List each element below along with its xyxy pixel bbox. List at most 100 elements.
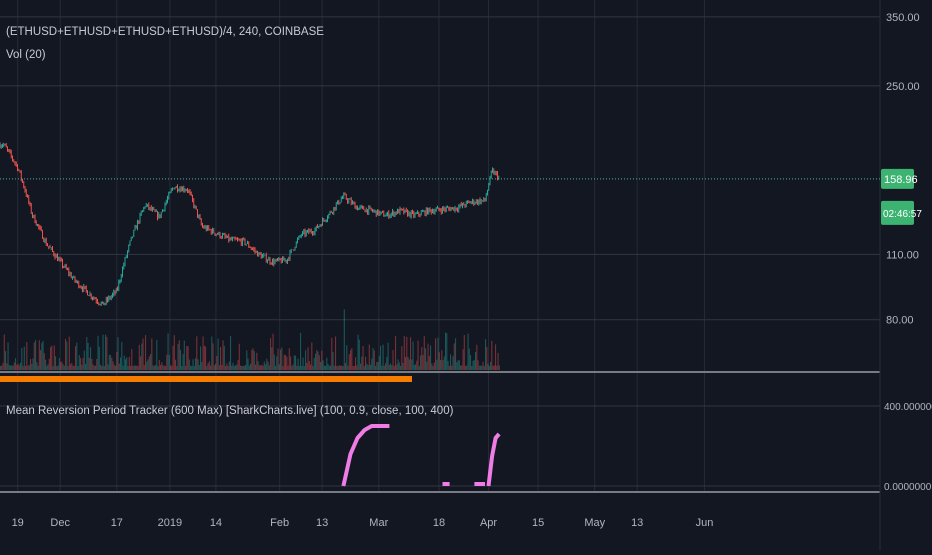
volume-bar-173 [216, 356, 218, 370]
volume-bar-76 [95, 365, 97, 370]
volume-bar-131 [163, 365, 165, 370]
volume-bar-380 [475, 352, 477, 370]
volume-bar-230 [287, 365, 289, 370]
volume-bar-253 [316, 350, 318, 370]
volume-study-label[interactable]: Vol (20) [6, 49, 46, 61]
volume-bar-382 [477, 360, 479, 370]
volume-bar-16 [20, 362, 22, 370]
volume-bar-374 [467, 333, 469, 370]
volume-bar-209 [261, 364, 263, 370]
volume-bar-306 [382, 344, 384, 370]
volume-bar-48 [60, 362, 62, 370]
volume-bar-140 [175, 359, 177, 370]
volume-bar-98 [122, 365, 124, 370]
indicator-tick-label-1: 0.0000000 [884, 482, 932, 493]
volume-bar-134 [167, 333, 169, 370]
volume-bar-316 [395, 336, 397, 370]
volume-bar-238 [297, 358, 299, 370]
volume-bar-301 [376, 361, 378, 370]
volume-bar-107 [133, 365, 135, 370]
volume-bar-113 [141, 343, 143, 370]
indicator-study-label[interactable]: Mean Reversion Period Tracker (600 Max) … [6, 405, 454, 417]
volume-bar-137 [171, 365, 173, 370]
volume-bar-184 [230, 335, 232, 370]
volume-bar-355 [443, 356, 445, 370]
volume-bar-186 [232, 362, 234, 370]
volume-bar-216 [270, 338, 272, 370]
volume-bar-297 [371, 358, 373, 370]
volume-bar-66 [82, 357, 84, 370]
symbol-title[interactable]: (ETHUSD+ETHUSD+ETHUSD+ETHUSD)/4, 240, CO… [6, 26, 324, 38]
volume-bar-95 [118, 363, 120, 370]
indicator-segment-3 [486, 432, 501, 487]
volume-bar-77 [96, 358, 98, 370]
volume-bar-112 [140, 356, 142, 370]
volume-bar-63 [78, 354, 80, 370]
volume-bar-70 [87, 342, 89, 370]
volume-bar-188 [235, 365, 237, 370]
volume-bar-88 [110, 355, 112, 370]
volume-bar-396 [495, 344, 497, 370]
volume-bar-229 [286, 356, 288, 370]
volume-bar-397 [496, 365, 498, 370]
volume-bar-50 [62, 364, 64, 370]
volume-bar-39 [48, 358, 50, 370]
volume-bar-192 [240, 365, 242, 370]
price-tick-label-4: 80.00 [886, 315, 914, 327]
volume-bar-62 [77, 365, 79, 370]
volume-bar-290 [362, 346, 364, 370]
volume-bar-347 [433, 362, 435, 370]
volume-bar-146 [182, 354, 184, 370]
volume-bar-13 [16, 364, 18, 370]
volume-bar-87 [108, 354, 110, 370]
volume-bar-41 [51, 345, 53, 370]
countdown-timer: 02:46:57 [883, 209, 922, 220]
volume-bar-94 [117, 337, 119, 370]
volume-bar-5 [6, 363, 8, 370]
volume-bar-327 [408, 359, 410, 370]
volume-bar-282 [352, 365, 354, 370]
volume-bar-342 [427, 343, 429, 370]
volume-bar-275 [343, 309, 345, 370]
volume-bar-102 [127, 365, 129, 370]
volume-bar-93 [116, 351, 118, 370]
volume-bar-120 [150, 354, 152, 370]
volume-bar-79 [98, 346, 100, 370]
volume-bar-274 [342, 365, 344, 370]
volume-bar-156 [195, 358, 197, 370]
volume-bar-169 [211, 336, 213, 370]
volume-bar-351 [438, 352, 440, 370]
volume-bar-38 [47, 364, 49, 370]
volume-bar-215 [268, 365, 270, 370]
volume-bar-244 [305, 350, 307, 370]
volume-bar-259 [323, 365, 325, 370]
volume-bar-72 [90, 347, 92, 370]
volume-bar-386 [482, 361, 484, 370]
volume-bar-92 [115, 365, 117, 370]
indicator-plot [341, 424, 501, 487]
volume-bar-390 [487, 363, 489, 370]
volume-bar-318 [397, 359, 399, 370]
overlays [0, 178, 880, 382]
volume-bar-227 [283, 354, 285, 370]
volume-bar-308 [385, 363, 387, 370]
volume-bar-399 [498, 365, 500, 370]
current-price-value: 158.96 [884, 174, 918, 186]
volume-bar-350 [437, 337, 439, 370]
volume-bar-114 [142, 338, 144, 370]
volume-bar-57 [71, 362, 73, 370]
volume-bar-326 [407, 356, 409, 370]
volume-bar-10 [12, 365, 14, 370]
volume-bar-258 [322, 360, 324, 370]
volume-bar-30 [37, 365, 39, 370]
volume-bar-391 [488, 365, 490, 370]
volume-bar-101 [126, 357, 128, 370]
volume-bar-171 [213, 365, 215, 370]
volume-bar-121 [151, 338, 153, 370]
volume-bar-89 [111, 357, 113, 370]
volume-bar-56 [70, 364, 72, 370]
volume-bar-241 [301, 365, 303, 370]
